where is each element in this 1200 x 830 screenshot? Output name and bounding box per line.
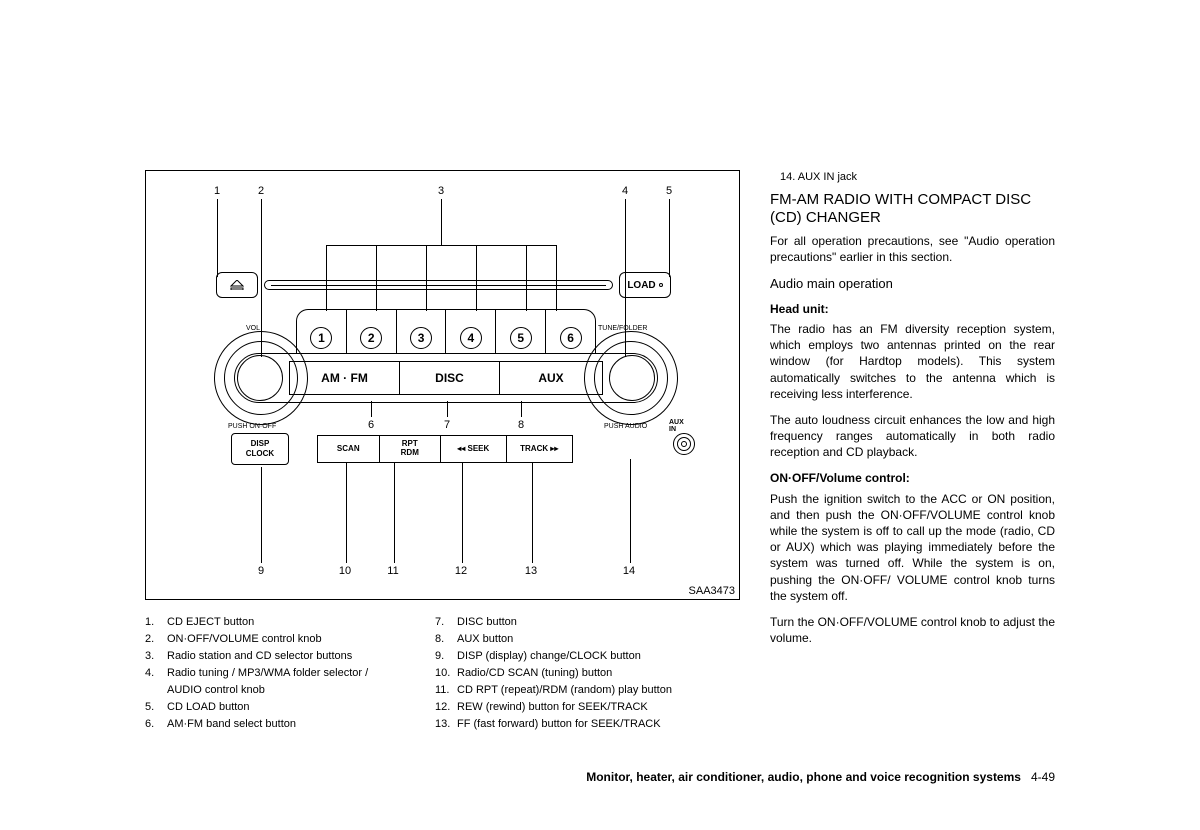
callout-8: 8 <box>514 419 528 431</box>
load-indicator-icon <box>659 283 663 287</box>
heading-onoff-volume: ON·OFF/Volume control: <box>770 470 1055 486</box>
preset-5[interactable]: 5 <box>496 310 546 353</box>
cd-slot <box>264 280 613 290</box>
legend-item: 11.CD RPT (repeat)/RDM (random) play but… <box>435 682 725 699</box>
seek-button[interactable]: ◂◂ SEEK <box>441 436 506 462</box>
legend-col-1: 1.CD EJECT button2.ON·OFF/VOLUME control… <box>145 614 405 733</box>
para-head-unit-2: The auto loudness circuit enhances the l… <box>770 412 1055 461</box>
section-title: FM-AM RADIO WITH COMPACT DISC (CD) CHANG… <box>770 191 1055 227</box>
aux-in-jack[interactable] <box>673 433 695 455</box>
eject-icon <box>230 280 244 290</box>
volume-knob[interactable] <box>224 341 298 415</box>
legend-item: 4.Radio tuning / MP3/WMA folder selector… <box>145 665 405 699</box>
para-precautions: For all operation precautions, see "Audi… <box>770 233 1055 265</box>
legend-item: 13.FF (fast forward) button for SEEK/TRA… <box>435 716 725 733</box>
callout-6: 6 <box>364 419 378 431</box>
legend-item: 9.DISP (display) change/CLOCK button <box>435 648 725 665</box>
legend-item: 1.CD EJECT button <box>145 614 405 631</box>
legend-item: 10.Radio/CD SCAN (tuning) button <box>435 665 725 682</box>
diagram-code: SAA3473 <box>689 585 735 597</box>
callout-7: 7 <box>440 419 454 431</box>
preset-1[interactable]: 1 <box>297 310 347 353</box>
legend-item: 8.AUX button <box>435 631 725 648</box>
legend: 1.CD EJECT button2.ON·OFF/VOLUME control… <box>145 614 740 733</box>
para-onoff-2: Turn the ON·OFF/VOLUME control knob to a… <box>770 614 1055 646</box>
callout-12: 12 <box>454 565 468 577</box>
callout-5: 5 <box>662 185 676 197</box>
callout-2: 2 <box>254 185 268 197</box>
legend-item: 6.AM·FM band select button <box>145 716 405 733</box>
load-button[interactable]: LOAD <box>619 272 671 298</box>
callout-14: 14 <box>622 565 636 577</box>
callout-9: 9 <box>254 565 268 577</box>
legend-item: 12.REW (rewind) button for SEEK/TRACK <box>435 699 725 716</box>
tune-knob[interactable] <box>594 341 668 415</box>
legend-item: 3.Radio station and CD selector buttons <box>145 648 405 665</box>
rpt-rdm-button[interactable]: RPTRDM <box>380 436 442 462</box>
legend-14: 14. AUX IN jack <box>770 170 1055 185</box>
callout-4: 4 <box>618 185 632 197</box>
callout-10: 10 <box>338 565 352 577</box>
radio-diagram: SAA3473 1 2 3 4 5 <box>145 170 740 600</box>
callout-1: 1 <box>210 185 224 197</box>
para-onoff-1: Push the ignition switch to the ACC or O… <box>770 491 1055 604</box>
preset-4[interactable]: 4 <box>446 310 496 353</box>
eject-button[interactable] <box>216 272 258 298</box>
preset-3[interactable]: 3 <box>397 310 447 353</box>
callout-13: 13 <box>524 565 538 577</box>
callout-3: 3 <box>434 185 448 197</box>
left-column: SAA3473 1 2 3 4 5 <box>145 170 740 733</box>
callout-11: 11 <box>386 565 400 577</box>
legend-item: 5.CD LOAD button <box>145 699 405 716</box>
right-column: 14. AUX IN jack FM-AM RADIO WITH COMPACT… <box>770 170 1055 733</box>
scan-button[interactable]: SCAN <box>318 436 380 462</box>
track-button[interactable]: TRACK ▸▸ <box>507 436 572 462</box>
legend-item: 2.ON·OFF/VOLUME control knob <box>145 631 405 648</box>
disp-clock-button[interactable]: DISP CLOCK <box>231 433 289 465</box>
heading-head-unit: Head unit: <box>770 301 1055 317</box>
preset-2[interactable]: 2 <box>347 310 397 353</box>
para-head-unit-1: The radio has an FM diversity reception … <box>770 321 1055 402</box>
page-footer: Monitor, heater, air conditioner, audio,… <box>586 770 1055 784</box>
legend-col-2: 7.DISC button8.AUX button9.DISP (display… <box>435 614 725 733</box>
preset-6[interactable]: 6 <box>546 310 595 353</box>
preset-panel: 1 2 3 4 5 6 <box>296 309 596 353</box>
legend-item: 7.DISC button <box>435 614 725 631</box>
subheading-audio-main: Audio main operation <box>770 275 1055 293</box>
disc-button[interactable]: DISC <box>400 362 500 394</box>
